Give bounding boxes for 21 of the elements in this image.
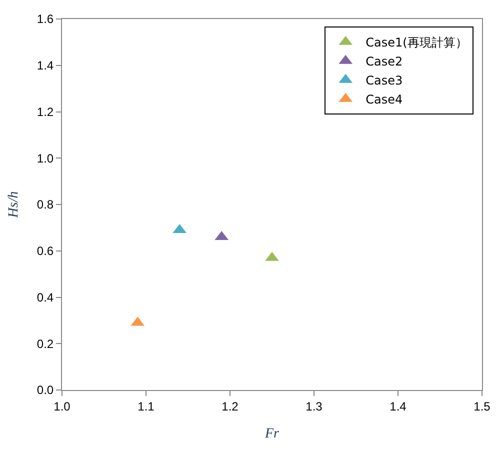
y-tick-label: 0.8 — [36, 198, 54, 212]
y-tick-label: 1.2 — [36, 104, 54, 119]
y-tick-label: 0.0 — [36, 383, 54, 398]
x-axis-title: Fr — [264, 426, 280, 442]
x-tick-label: 1.0 — [54, 399, 71, 414]
x-tick-label: 1.2 — [222, 399, 239, 414]
y-tick-label: 1.6 — [36, 12, 54, 26]
legend-label: Case4 — [366, 92, 403, 107]
legend-label: Case1(再現計算） — [366, 36, 468, 50]
y-tick-label: 1.4 — [36, 58, 54, 73]
x-tick-label: 1.4 — [390, 399, 407, 414]
y-axis-title: Hs/h — [6, 191, 22, 219]
legend-label: Case2 — [366, 54, 403, 69]
x-tick-label: 1.3 — [306, 399, 323, 414]
y-tick-label: 1.0 — [36, 151, 54, 166]
x-tick-label: 1.1 — [138, 399, 155, 414]
y-tick-label: 0.6 — [36, 244, 54, 258]
x-tick-label: 1.5 — [474, 399, 491, 414]
y-tick-label: 0.4 — [36, 290, 54, 304]
legend-label: Case3 — [366, 74, 403, 88]
y-tick-label: 0.2 — [36, 336, 54, 351]
